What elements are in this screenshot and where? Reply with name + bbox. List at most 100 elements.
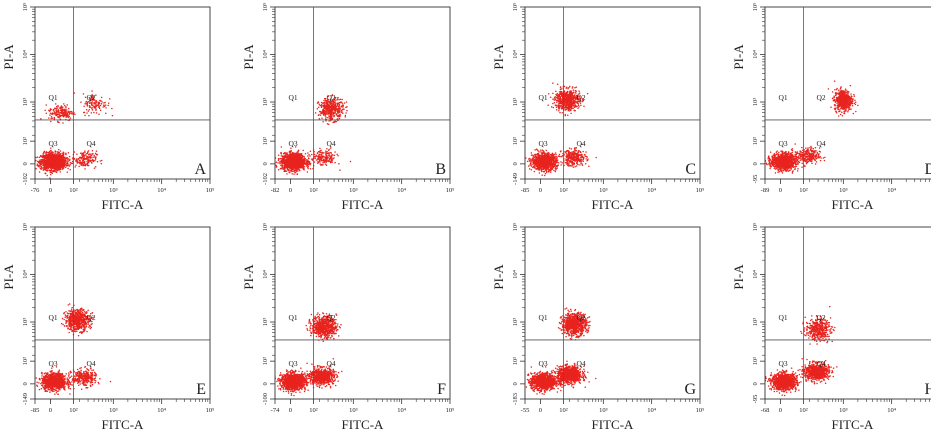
event-dot bbox=[318, 153, 320, 156]
event-dot bbox=[331, 104, 333, 106]
x-tick-label: 10⁵ bbox=[206, 187, 215, 194]
event-dot bbox=[275, 161, 278, 164]
event-dot bbox=[76, 162, 79, 164]
event-dot bbox=[58, 107, 61, 109]
event-dot bbox=[319, 114, 322, 116]
event-dot bbox=[39, 166, 41, 168]
event-dot bbox=[324, 97, 327, 100]
event-dot bbox=[557, 164, 560, 166]
event-dot bbox=[55, 158, 57, 161]
event-dot bbox=[74, 113, 76, 116]
event-dot bbox=[95, 112, 98, 114]
event-dot bbox=[302, 164, 304, 167]
event-dot bbox=[38, 161, 41, 164]
event-dot bbox=[47, 160, 50, 163]
event-dot bbox=[320, 155, 322, 157]
event-dot bbox=[73, 151, 76, 153]
event-dot bbox=[530, 159, 532, 162]
event-dot bbox=[74, 166, 76, 168]
event-dot bbox=[51, 151, 53, 153]
event-dot bbox=[99, 104, 102, 107]
event-dot bbox=[537, 165, 540, 167]
quadrant-label-q2: Q2 bbox=[327, 93, 336, 102]
event-dot bbox=[87, 101, 90, 103]
event-dot bbox=[80, 157, 82, 159]
event-dot bbox=[320, 157, 323, 159]
event-dot bbox=[58, 156, 60, 159]
event-dot bbox=[298, 161, 300, 163]
event-dot bbox=[334, 120, 336, 123]
event-dot bbox=[86, 163, 89, 165]
event-dot bbox=[91, 96, 93, 98]
event-dot bbox=[322, 121, 324, 123]
event-dot bbox=[538, 172, 541, 174]
event-dot bbox=[67, 107, 70, 110]
event-dot bbox=[87, 156, 90, 159]
event-dot bbox=[93, 107, 96, 109]
event-dot bbox=[40, 117, 42, 120]
event-dot bbox=[62, 165, 65, 167]
event-dot bbox=[278, 161, 281, 163]
event-dot bbox=[64, 109, 67, 111]
event-dot bbox=[536, 168, 539, 170]
event-dot bbox=[63, 163, 66, 166]
event-dot bbox=[288, 164, 290, 166]
event-dot bbox=[63, 103, 65, 105]
event-dot bbox=[290, 168, 293, 170]
event-dot bbox=[103, 104, 105, 106]
event-dot bbox=[328, 152, 330, 154]
event-dot bbox=[539, 160, 541, 162]
y-tick-label: -102 bbox=[262, 173, 269, 185]
event-dot bbox=[69, 162, 72, 164]
event-dot bbox=[557, 155, 560, 157]
event-dot bbox=[339, 115, 342, 117]
event-dot bbox=[55, 113, 58, 115]
event-dot bbox=[104, 101, 106, 104]
x-tick-label: 0 bbox=[289, 187, 292, 194]
event-dot bbox=[65, 163, 68, 165]
quadrant-label-q1: Q1 bbox=[49, 93, 58, 102]
event-dot bbox=[93, 101, 95, 104]
event-dot bbox=[293, 171, 296, 173]
event-dot bbox=[532, 157, 534, 160]
event-dot bbox=[49, 162, 52, 165]
event-dot bbox=[85, 157, 88, 159]
event-dot bbox=[329, 151, 332, 154]
event-dot bbox=[549, 171, 552, 173]
event-dot bbox=[331, 110, 333, 112]
plot-frame bbox=[274, 6, 451, 180]
event-dot bbox=[338, 162, 340, 165]
x-tick-label: -76 bbox=[31, 187, 40, 194]
event-dot bbox=[535, 159, 537, 162]
event-dot bbox=[40, 165, 42, 168]
event-dot bbox=[293, 161, 295, 163]
event-dot bbox=[306, 166, 309, 168]
event-dot bbox=[308, 153, 310, 156]
event-dot bbox=[111, 114, 114, 117]
event-dot bbox=[296, 164, 298, 166]
event-dot bbox=[327, 95, 329, 98]
quadrant-label-q1: Q1 bbox=[289, 93, 298, 102]
event-dot bbox=[299, 165, 302, 168]
event-dot bbox=[291, 161, 293, 163]
event-dot bbox=[55, 160, 58, 162]
event-dot bbox=[318, 117, 321, 120]
event-dot bbox=[62, 122, 64, 124]
event-dot bbox=[82, 93, 85, 95]
event-dot bbox=[294, 168, 296, 170]
event-dot bbox=[555, 160, 558, 162]
event-dot bbox=[82, 164, 84, 167]
event-dot bbox=[301, 161, 303, 164]
event-dot bbox=[57, 152, 60, 154]
event-dot bbox=[91, 109, 94, 111]
event-dot bbox=[97, 101, 99, 103]
event-dot bbox=[336, 102, 338, 105]
event-dot bbox=[92, 98, 95, 100]
event-dot bbox=[47, 167, 50, 170]
event-dot bbox=[86, 158, 88, 161]
event-dot bbox=[43, 150, 46, 153]
event-dot bbox=[36, 163, 39, 165]
event-dot bbox=[342, 108, 344, 110]
event-dot bbox=[91, 158, 94, 161]
event-dot bbox=[321, 159, 323, 162]
